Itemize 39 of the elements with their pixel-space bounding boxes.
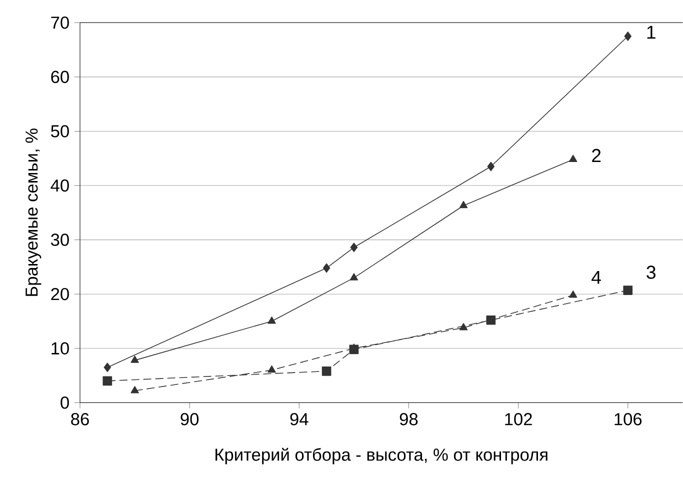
point [486,315,496,325]
point [459,323,468,330]
series-label: 4 [592,270,601,284]
point [568,290,578,298]
point [568,154,578,162]
point [104,362,111,372]
y-tick-label: 10 [52,342,69,355]
x-tick-label: 86 [71,413,89,426]
y-tick-label: 60 [51,70,69,84]
x-tick-label: 106 [614,413,642,426]
point [624,32,632,41]
point [487,162,495,172]
point [130,356,139,363]
y-tick-label: 50 [51,125,69,138]
point [268,316,276,324]
point [130,386,139,394]
point [350,273,358,280]
point [102,376,112,386]
y-tick-label: 70 [51,16,69,29]
point [349,344,359,354]
y-axis-title: Бракуемые семьи, % [26,128,42,296]
point [350,242,358,252]
series-label: 2 [592,148,601,162]
y-tick-label: 20 [51,288,69,300]
y-tick-label: 30 [50,234,69,246]
point [623,286,633,295]
x-tick-label: 102 [505,413,532,426]
y-tick-label: 0 [60,396,69,409]
series-label: 1 [647,26,656,39]
x-tick-label: 90 [180,413,199,426]
point [322,366,332,376]
point [268,365,276,373]
x-tick-label: 98 [400,413,418,426]
x-tick-label: 94 [290,413,308,426]
x-axis-title: Критерий отбора - высота, % от контроля [216,448,548,464]
point [459,200,468,208]
y-tick-label: 40 [50,179,69,192]
series-label: 3 [646,266,656,279]
point [322,263,330,273]
